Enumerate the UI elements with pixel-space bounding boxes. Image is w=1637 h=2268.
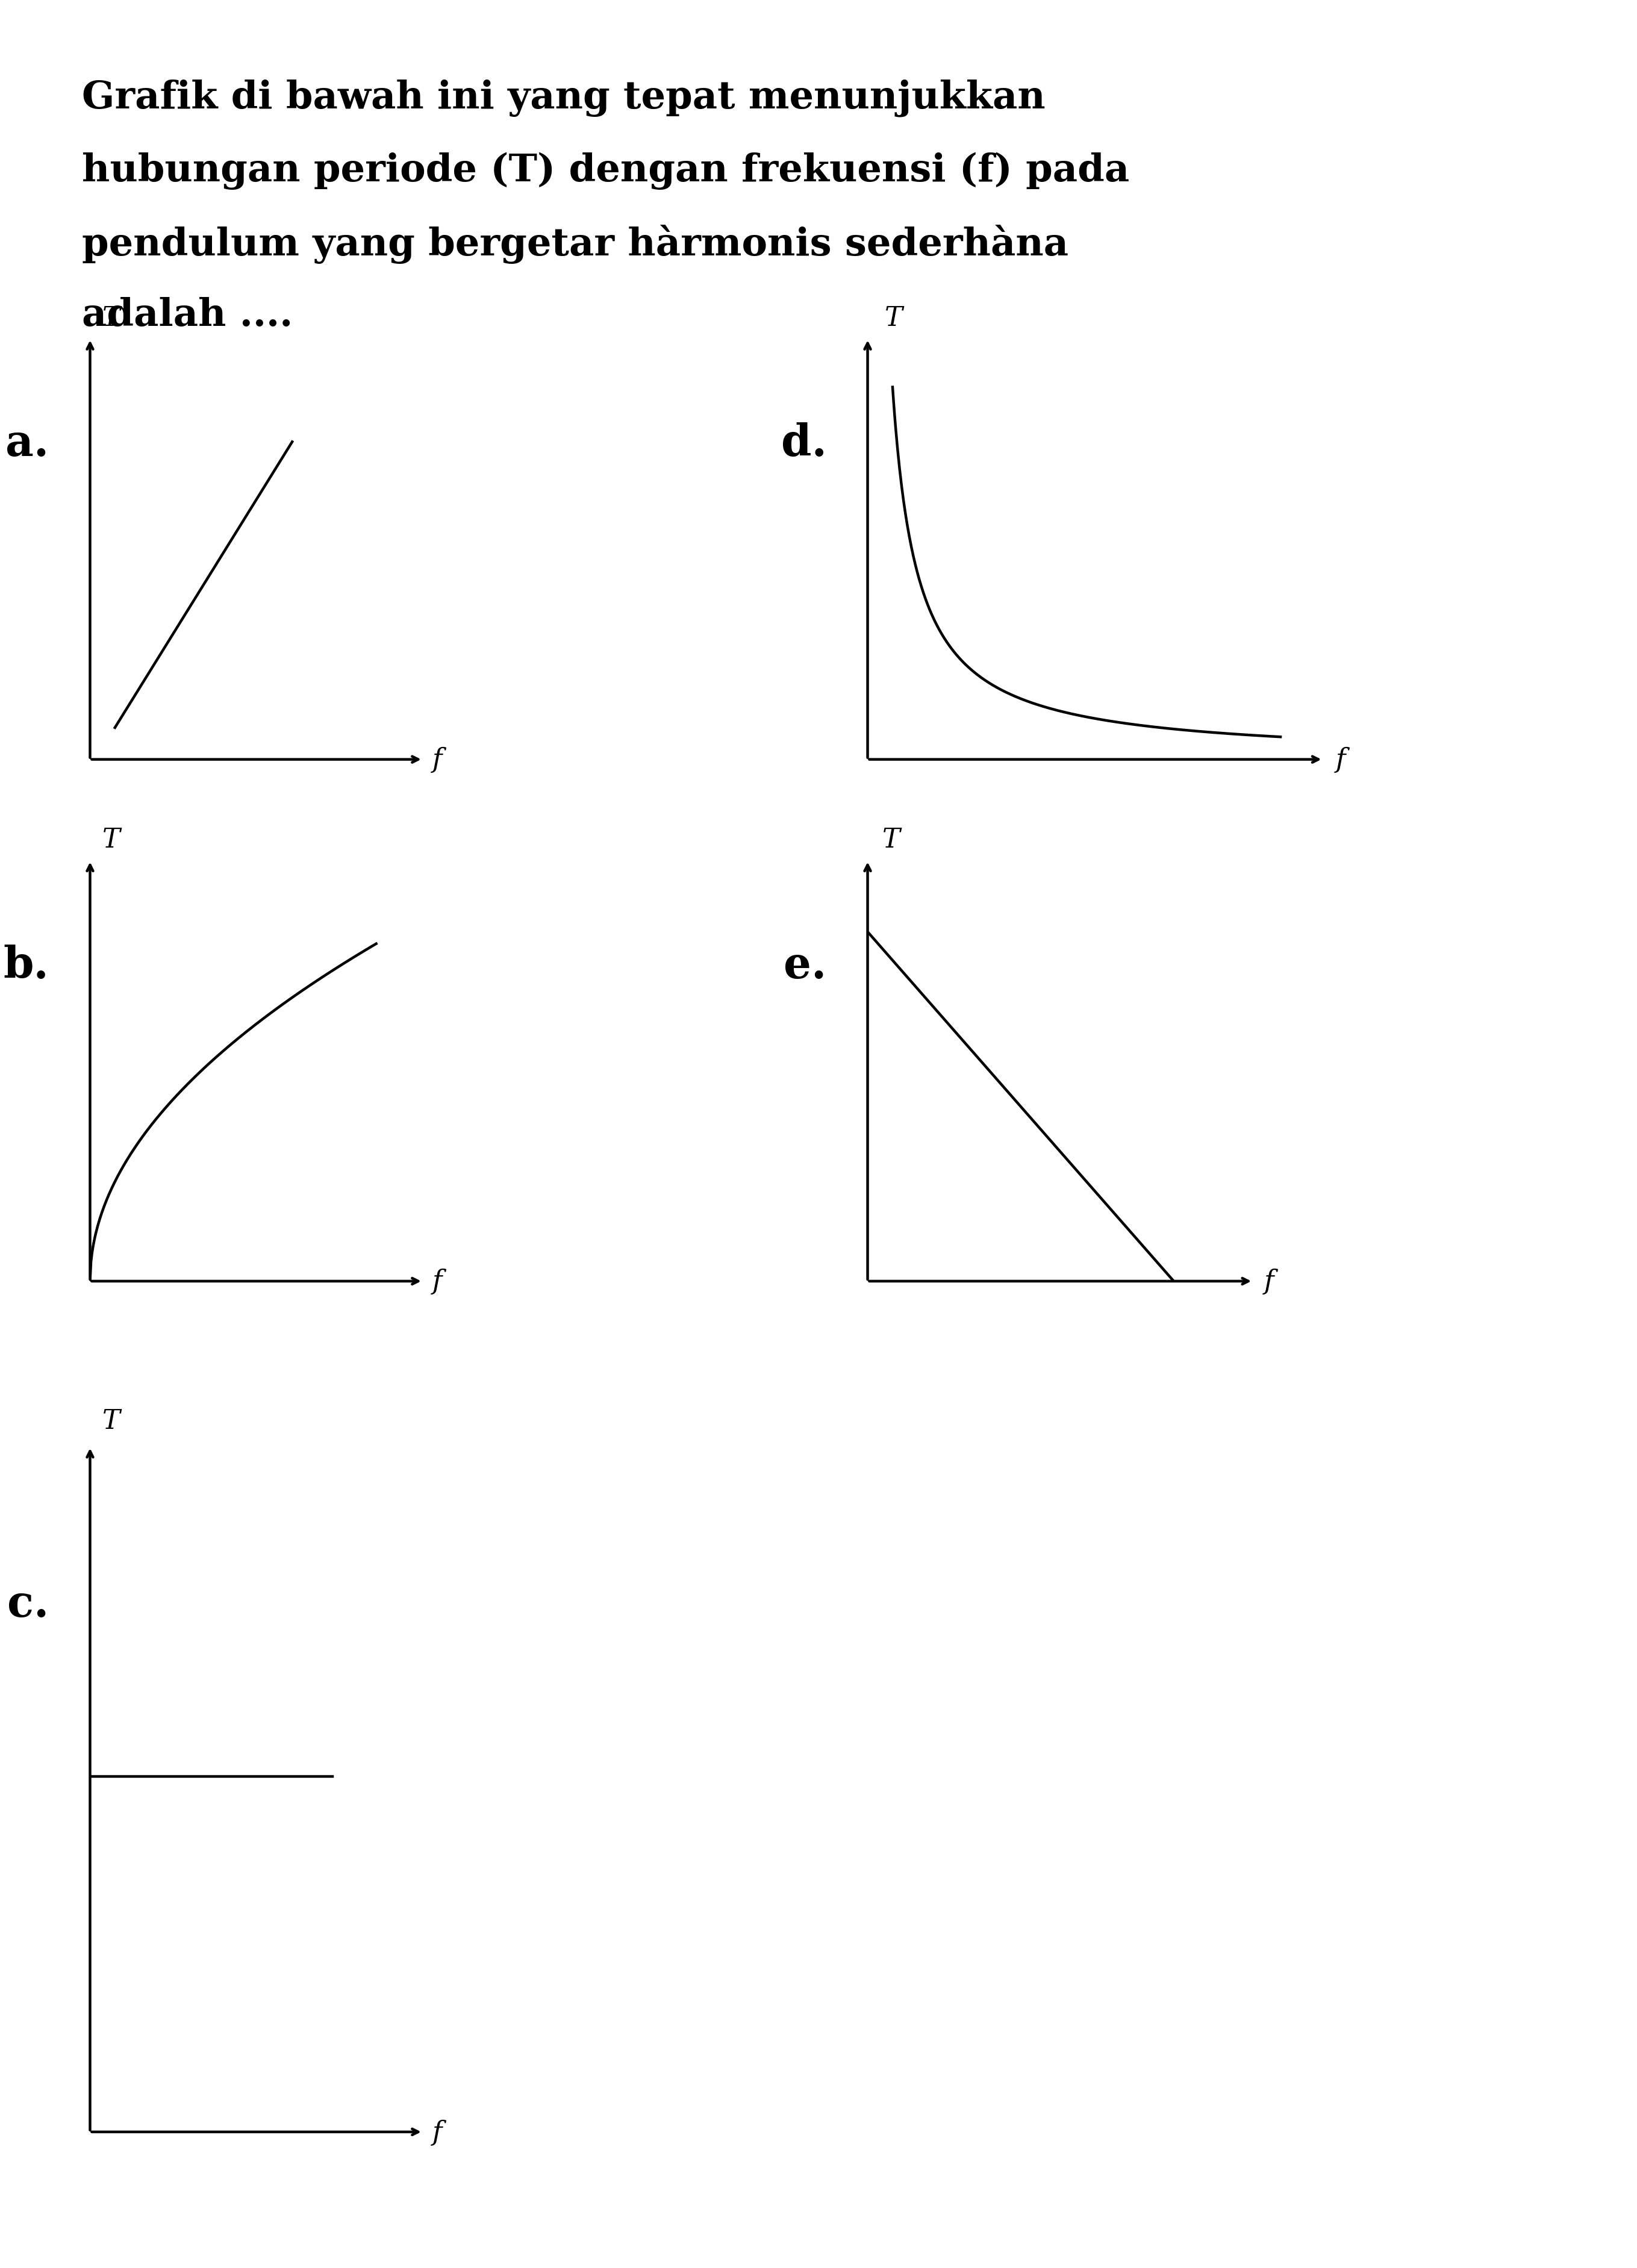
Text: Grafik di bawah ini yang tepat menunjukkan: Grafik di bawah ini yang tepat menunjukk… xyxy=(82,79,1046,118)
Text: f: f xyxy=(1336,746,1346,773)
Text: pendulum yang bergetar hàrmonis sederhàna: pendulum yang bergetar hàrmonis sederhàn… xyxy=(82,225,1069,263)
Text: e.: e. xyxy=(784,943,827,987)
Text: T: T xyxy=(103,306,120,331)
Text: f: f xyxy=(432,746,442,773)
Text: c.: c. xyxy=(8,1583,49,1626)
Text: T: T xyxy=(882,828,900,853)
Text: a.: a. xyxy=(5,422,49,465)
Text: T: T xyxy=(884,306,902,331)
Text: T: T xyxy=(103,828,120,853)
Text: hubungan periode (T) dengan frekuensi (f) pada: hubungan periode (T) dengan frekuensi (f… xyxy=(82,152,1130,191)
Text: f: f xyxy=(432,1268,442,1295)
Text: f: f xyxy=(1264,1268,1274,1295)
Text: f: f xyxy=(432,2118,442,2146)
Text: T: T xyxy=(103,1408,120,1433)
Text: d.: d. xyxy=(781,422,827,465)
Text: adalah ....: adalah .... xyxy=(82,297,293,333)
Text: b.: b. xyxy=(3,943,49,987)
